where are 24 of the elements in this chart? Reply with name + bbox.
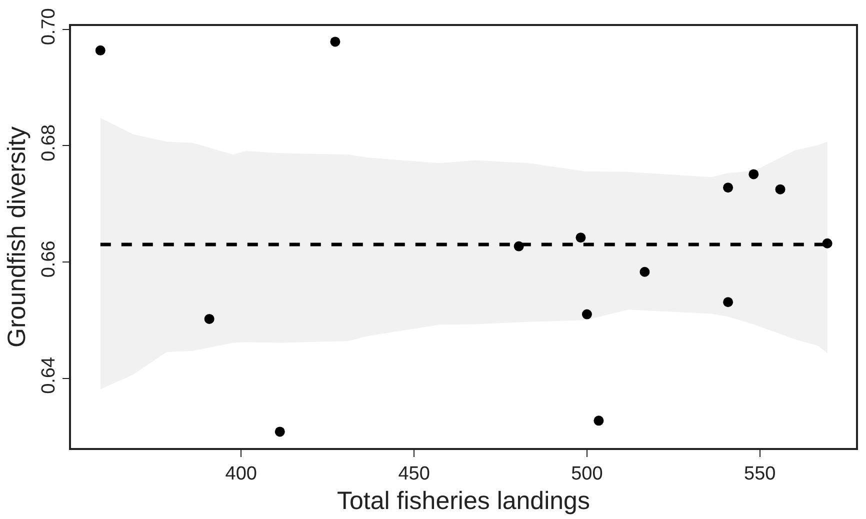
point xyxy=(723,297,734,308)
point xyxy=(576,232,586,243)
x-tick-label: 400 xyxy=(225,464,257,485)
point xyxy=(775,184,786,194)
x-tick-label: 450 xyxy=(398,464,430,485)
x-tick-label: 500 xyxy=(571,464,603,485)
point xyxy=(748,169,759,180)
point xyxy=(274,426,285,437)
x-tick-label: 550 xyxy=(744,464,776,485)
y-tick-label: 0.64 xyxy=(38,356,60,394)
y-axis-title: Groundfish diversity xyxy=(2,126,31,348)
y-tick-label: 0.70 xyxy=(38,8,60,46)
point xyxy=(95,45,106,56)
point xyxy=(582,309,592,320)
point xyxy=(822,238,832,248)
point xyxy=(514,241,524,252)
point xyxy=(723,182,734,193)
y-tick-label: 0.68 xyxy=(38,124,60,162)
y-tick-label: 0.66 xyxy=(38,240,60,278)
point xyxy=(640,266,650,277)
x-axis-title: Total fisheries landings xyxy=(337,487,590,516)
point xyxy=(204,314,214,324)
point xyxy=(594,416,604,426)
point xyxy=(330,36,340,47)
